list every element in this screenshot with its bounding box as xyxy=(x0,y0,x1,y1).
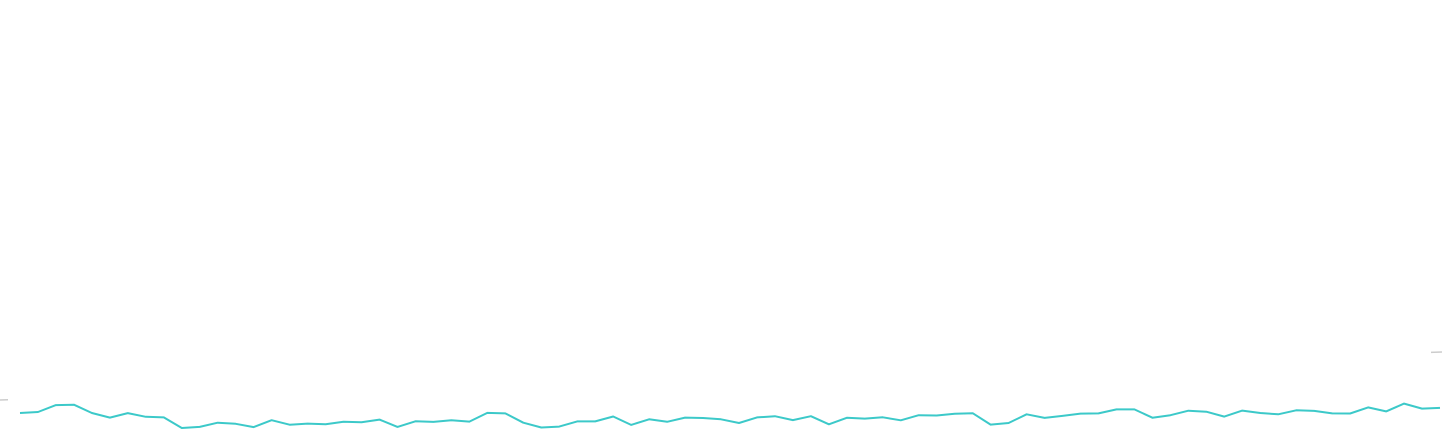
reference-line-layer xyxy=(0,340,1442,410)
series-layer xyxy=(19,402,1441,429)
series-line-0 xyxy=(19,402,1441,429)
reference-mask xyxy=(8,340,1431,410)
